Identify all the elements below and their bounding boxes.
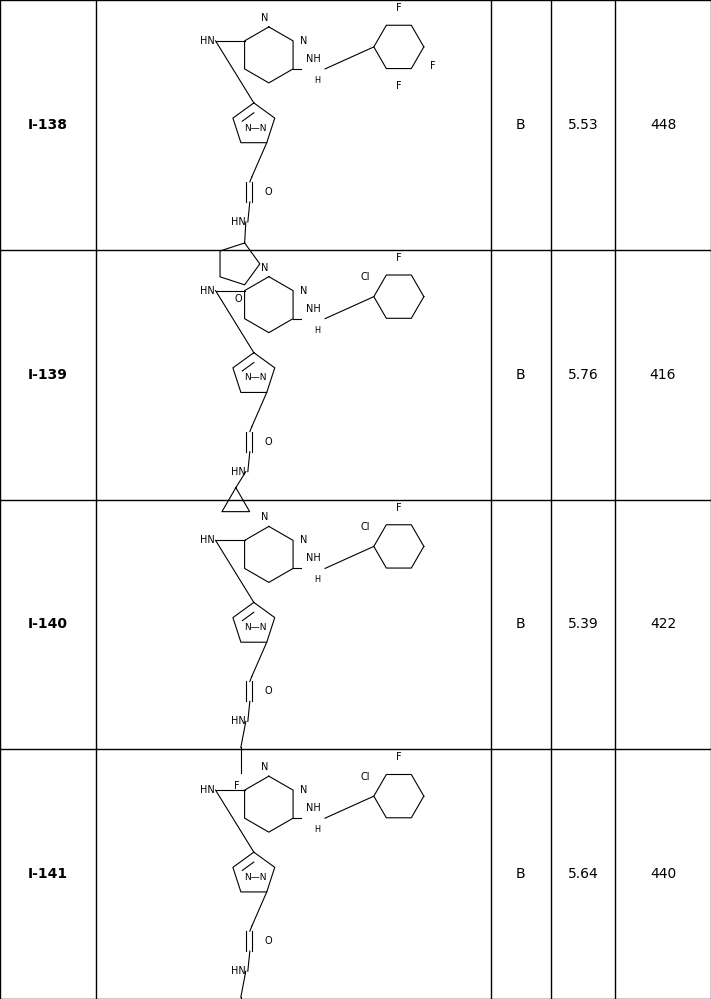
Text: 440: 440	[650, 867, 676, 881]
Text: 5.53: 5.53	[567, 118, 599, 132]
Text: 5.76: 5.76	[567, 368, 599, 382]
Text: HN: HN	[200, 36, 215, 46]
Text: HN: HN	[231, 716, 246, 726]
Text: H: H	[314, 326, 320, 335]
Text: O: O	[264, 437, 272, 447]
Text: I-141: I-141	[28, 867, 68, 881]
Text: N: N	[261, 762, 269, 772]
Text: N: N	[300, 36, 307, 46]
Text: HN: HN	[200, 286, 215, 296]
Text: Cl: Cl	[360, 273, 370, 283]
Text: B: B	[516, 867, 525, 881]
Text: H: H	[314, 825, 320, 834]
Text: Cl: Cl	[360, 772, 370, 782]
Text: NH: NH	[306, 553, 321, 563]
Text: N—N: N—N	[245, 623, 267, 632]
Text: 5.64: 5.64	[567, 867, 599, 881]
Text: N: N	[261, 512, 269, 522]
Text: O: O	[264, 686, 272, 696]
Text: I-140: I-140	[28, 617, 68, 631]
Text: B: B	[516, 368, 525, 382]
Text: NH: NH	[306, 54, 321, 64]
Text: N: N	[261, 263, 269, 273]
Text: H: H	[314, 575, 320, 584]
Text: F: F	[429, 61, 435, 71]
Text: F: F	[396, 752, 402, 762]
Text: F: F	[396, 253, 402, 263]
Text: N—N: N—N	[245, 124, 267, 133]
Text: HN: HN	[231, 217, 246, 227]
Text: O: O	[264, 187, 272, 197]
Text: N—N: N—N	[245, 374, 267, 383]
Text: F: F	[234, 781, 240, 791]
Text: 448: 448	[650, 118, 676, 132]
Text: NH: NH	[306, 803, 321, 813]
Text: Cl: Cl	[360, 522, 370, 532]
Text: I-138: I-138	[28, 118, 68, 132]
Text: HN: HN	[231, 467, 246, 477]
Text: 5.39: 5.39	[567, 617, 599, 631]
Text: N—N: N—N	[245, 873, 267, 882]
Text: HN: HN	[200, 785, 215, 795]
Text: B: B	[516, 118, 525, 132]
Text: O: O	[234, 294, 242, 304]
Text: I-139: I-139	[28, 368, 68, 382]
Text: HN: HN	[231, 966, 246, 976]
Text: F: F	[396, 3, 402, 13]
Text: 416: 416	[650, 368, 676, 382]
Text: N: N	[300, 785, 307, 795]
Text: HN: HN	[200, 535, 215, 545]
Text: N: N	[261, 13, 269, 23]
Text: O: O	[264, 936, 272, 946]
Text: N: N	[300, 535, 307, 545]
Text: B: B	[516, 617, 525, 631]
Text: F: F	[396, 81, 402, 91]
Text: F: F	[396, 502, 402, 512]
Text: N: N	[300, 286, 307, 296]
Text: H: H	[314, 76, 320, 85]
Text: 422: 422	[650, 617, 676, 631]
Text: NH: NH	[306, 304, 321, 314]
